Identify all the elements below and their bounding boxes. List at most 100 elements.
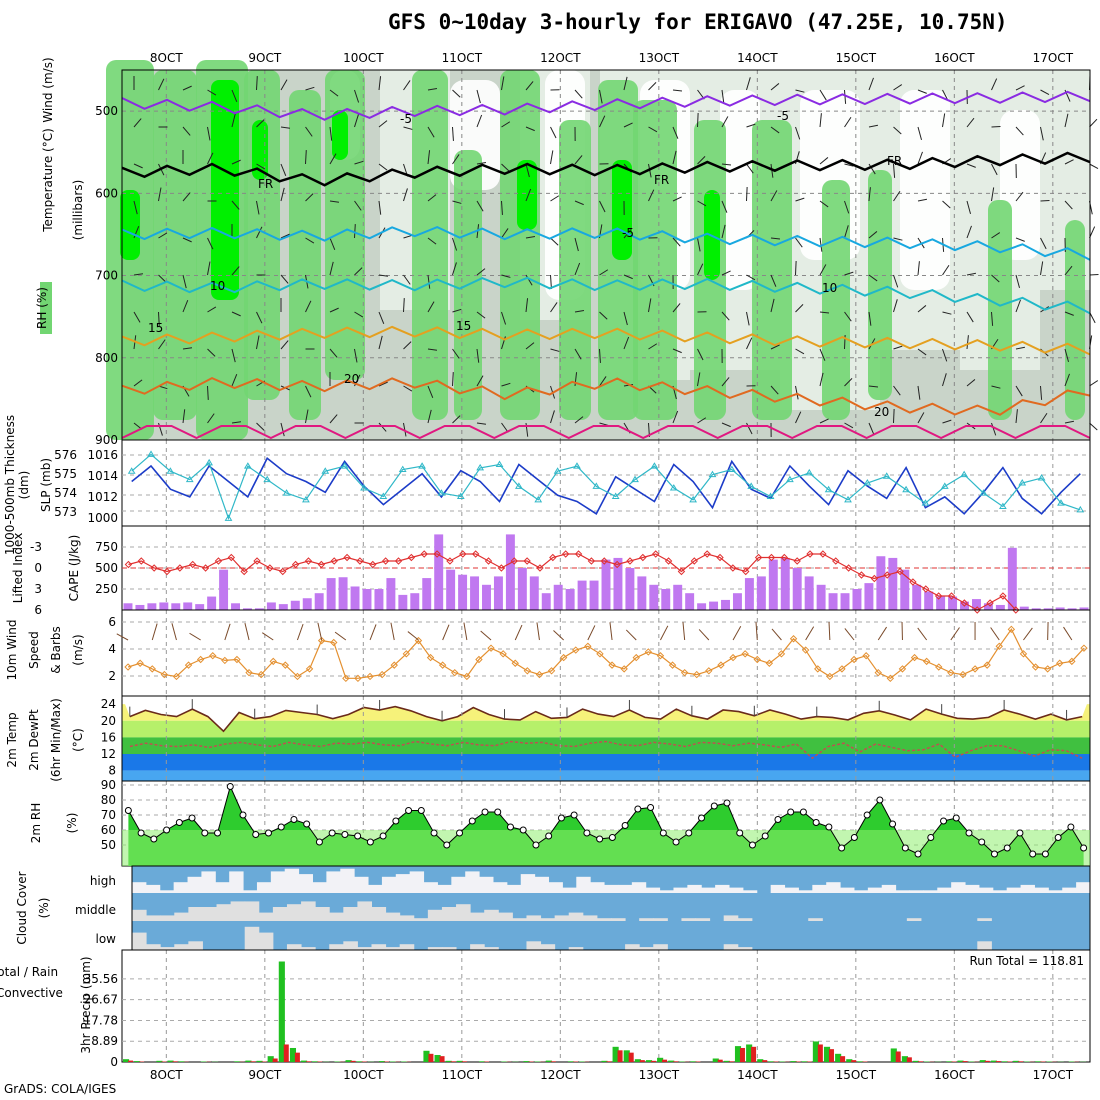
cape-bar bbox=[577, 580, 587, 610]
cloud-cover-bar bbox=[742, 890, 758, 893]
wind-speed-marker bbox=[1007, 625, 1016, 634]
wind-speed-marker bbox=[209, 652, 217, 660]
wind-speed-marker bbox=[124, 663, 132, 671]
cloud-cover-bar bbox=[173, 882, 189, 893]
software-credit: GrADS: COLA/IGES bbox=[4, 1082, 117, 1096]
wind-barb bbox=[1015, 385, 1023, 397]
thickness-marker bbox=[631, 475, 639, 483]
cloud-axis-label: Cloud Cover bbox=[15, 871, 29, 944]
li-tick-label: 3 bbox=[34, 582, 42, 596]
wind-barb bbox=[868, 422, 875, 435]
cape-bar bbox=[458, 574, 468, 610]
cape-bar bbox=[804, 576, 814, 610]
wind-barb bbox=[403, 188, 408, 202]
li-marker bbox=[947, 592, 956, 600]
li-tick-label: -3 bbox=[30, 540, 42, 554]
wind-barb bbox=[966, 163, 976, 168]
wind-barb bbox=[158, 339, 166, 350]
wind-speed-marker bbox=[172, 672, 181, 681]
thickness-marker bbox=[263, 475, 272, 483]
wind-barb bbox=[966, 311, 974, 323]
wind-barb bbox=[721, 116, 729, 128]
li-marker bbox=[806, 550, 814, 558]
rh-marker bbox=[175, 819, 183, 826]
wind-barb bbox=[1063, 626, 1073, 641]
bottom-x-tick-label: 8OCT bbox=[150, 1068, 183, 1082]
cloud-cover-bar bbox=[723, 915, 739, 921]
precip-tick-label: 35.56 bbox=[84, 972, 118, 986]
cape-bar bbox=[374, 589, 384, 610]
li-marker bbox=[381, 557, 390, 565]
wind-barb bbox=[329, 261, 334, 276]
li-marker bbox=[703, 550, 711, 558]
wind-barb bbox=[819, 89, 827, 101]
rh-marker bbox=[252, 831, 260, 838]
wind-speed-marker bbox=[221, 656, 229, 665]
cloud-cover-bar bbox=[687, 884, 702, 893]
wind-barb bbox=[609, 622, 613, 641]
li-line bbox=[128, 553, 1017, 611]
rh-saturated-plume bbox=[211, 80, 239, 300]
contour-label: -5 bbox=[777, 109, 789, 123]
wind-barb bbox=[1015, 346, 1026, 350]
cape-bar bbox=[505, 534, 515, 610]
cloud-cover-bar bbox=[243, 890, 258, 893]
wind-speed-marker bbox=[426, 653, 435, 662]
wind-barb bbox=[280, 422, 285, 437]
precip-total-bar bbox=[790, 1061, 797, 1062]
wind-barb bbox=[893, 190, 901, 202]
cape-bar bbox=[243, 608, 252, 610]
cape-bar bbox=[709, 601, 719, 610]
contour-label: -5 bbox=[622, 226, 634, 240]
rh-marker bbox=[545, 832, 553, 840]
cloud-cover-bar bbox=[701, 887, 716, 893]
li-marker bbox=[677, 567, 686, 576]
thickness-marker bbox=[940, 482, 949, 489]
wind-barb bbox=[917, 305, 927, 313]
rh-marker bbox=[838, 844, 846, 852]
cloud-cover-bar bbox=[202, 907, 218, 921]
li-marker bbox=[652, 550, 660, 558]
bottom-x-tick-label: 9OCT bbox=[248, 1068, 281, 1082]
thickness-axis-label: 1000-500mb Thickness bbox=[3, 415, 17, 555]
cloud-cover-bar bbox=[201, 871, 216, 893]
wind-speed-marker bbox=[620, 665, 628, 673]
cloud-cover-bar bbox=[826, 882, 841, 893]
rh-marker bbox=[417, 807, 425, 814]
wind-barb bbox=[770, 83, 780, 91]
li-marker bbox=[600, 557, 608, 565]
cape-bar bbox=[290, 600, 300, 610]
cape-bar bbox=[517, 568, 527, 610]
cape-bar bbox=[302, 598, 312, 610]
wind-barb bbox=[917, 627, 928, 641]
cloud-cover-bar bbox=[867, 887, 883, 893]
wind-barb bbox=[407, 631, 419, 641]
temperature-band bbox=[122, 720, 1090, 738]
rh-marker bbox=[150, 835, 158, 843]
cloud-cover-bar bbox=[354, 876, 369, 893]
wind-barb bbox=[1040, 412, 1048, 424]
wind-speed-marker bbox=[414, 636, 423, 645]
wind-barb bbox=[427, 409, 432, 424]
thickness-marker bbox=[360, 484, 368, 491]
cape-bar bbox=[362, 589, 372, 610]
wind-barb bbox=[599, 376, 607, 387]
thickness-marker bbox=[786, 475, 794, 483]
wind-barb bbox=[1015, 274, 1020, 289]
precip-total-bar bbox=[289, 1047, 297, 1062]
rh-marker bbox=[494, 808, 502, 816]
rh-marker bbox=[965, 829, 973, 837]
temperature-contour bbox=[121, 425, 1091, 440]
cloud-cover-bar bbox=[1048, 890, 1063, 893]
wind-barb bbox=[427, 88, 438, 91]
pressure-tick-label: 500 bbox=[95, 104, 118, 118]
wind-barb bbox=[329, 414, 338, 424]
wind-barb bbox=[625, 629, 637, 641]
wind-barb bbox=[501, 200, 503, 215]
precip-total-bar bbox=[657, 1057, 664, 1062]
cape-bar bbox=[410, 593, 420, 610]
wind-barb bbox=[991, 422, 997, 436]
wind-barb bbox=[476, 375, 484, 387]
wind-barb bbox=[1040, 237, 1047, 250]
rh-marker bbox=[876, 796, 884, 804]
